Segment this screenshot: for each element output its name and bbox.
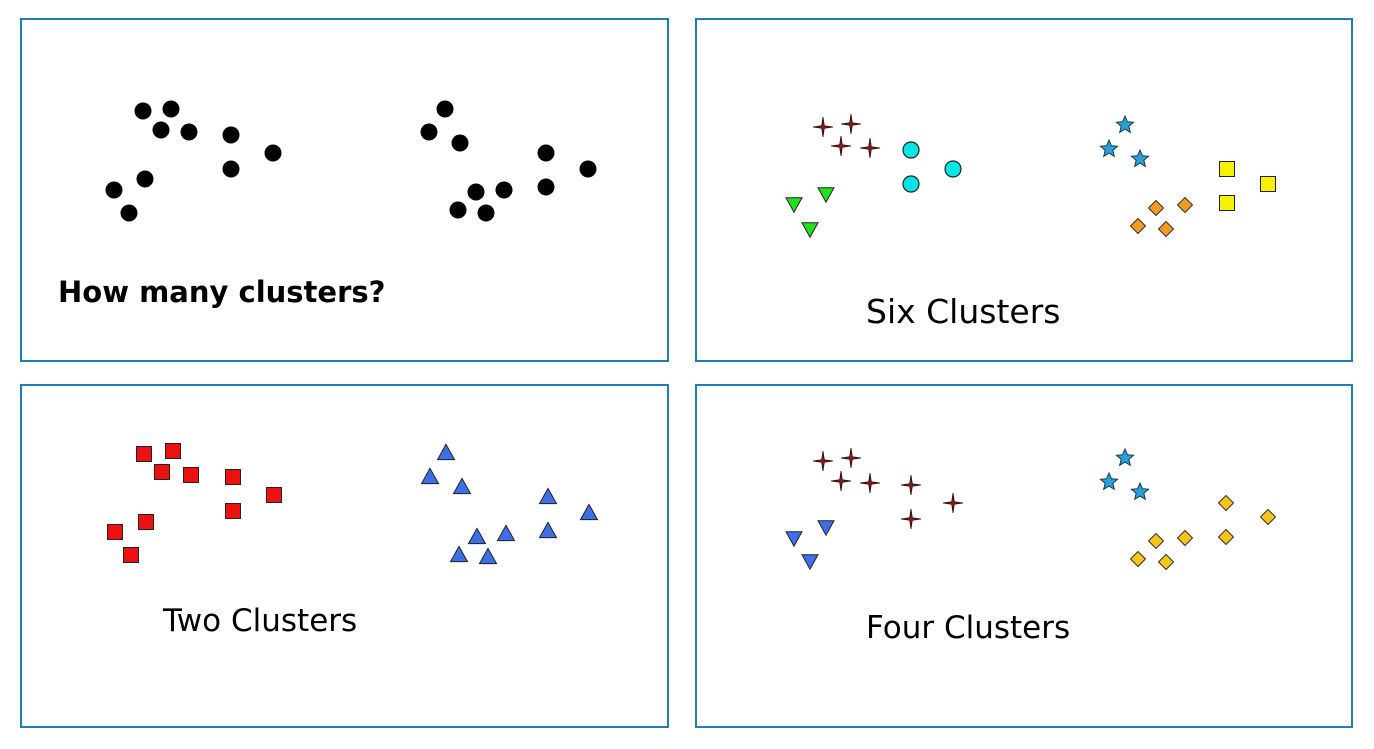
cluster-star-marker	[1130, 481, 1150, 501]
data-point-dot	[162, 100, 180, 118]
cluster-up-triangle-marker	[496, 524, 516, 542]
cluster-up-triangle-marker	[420, 467, 440, 485]
data-point-dot	[495, 181, 513, 199]
four-clusters-plot	[785, 447, 1277, 571]
two-clusters-panel: Two Clusters	[20, 384, 669, 728]
cluster-diamond-marker	[1129, 550, 1147, 568]
cluster-square-marker	[1219, 195, 1235, 211]
cluster-star-marker	[1099, 138, 1119, 158]
cluster-diamond-marker	[1147, 532, 1165, 550]
six-clusters-caption: Six Clusters	[866, 292, 1061, 331]
cluster-circle-marker	[944, 160, 962, 178]
cluster-diamond-marker	[1176, 196, 1194, 214]
cluster-up-triangle-marker	[452, 477, 472, 495]
cluster-up-triangle-marker	[467, 527, 487, 545]
cluster-square-marker	[1260, 176, 1276, 192]
cluster-up-triangle-marker	[579, 503, 599, 521]
data-point-dot	[537, 178, 555, 196]
cluster-diamond-marker	[1129, 217, 1147, 235]
cluster-diamond-marker	[1217, 528, 1235, 546]
cluster-cross-marker	[830, 135, 852, 157]
cluster-cross-marker	[840, 447, 862, 469]
cluster-square-marker	[183, 467, 199, 483]
cluster-cross-marker	[859, 472, 881, 494]
cluster-square-marker	[123, 547, 139, 563]
cluster-square-marker	[136, 446, 152, 462]
cluster-star-marker	[1130, 148, 1150, 168]
six-clusters-plot	[785, 113, 1276, 239]
data-point-dot	[579, 160, 597, 178]
cluster-cross-marker	[830, 470, 852, 492]
data-point-dot	[477, 204, 495, 222]
cluster-star-marker	[1099, 471, 1119, 491]
data-point-dot	[449, 201, 467, 219]
cluster-square-marker	[154, 464, 170, 480]
cluster-square-marker	[165, 443, 181, 459]
cluster-diamond-marker	[1217, 494, 1235, 512]
data-point-dot	[120, 204, 138, 222]
cluster-down-triangle-marker	[801, 222, 819, 239]
unlabeled-points-plot	[105, 100, 597, 222]
cluster-circle-marker	[902, 175, 920, 193]
cluster-up-triangle-marker	[449, 545, 469, 563]
cluster-square-marker	[225, 469, 241, 485]
cluster-up-triangle-marker	[478, 547, 498, 565]
cluster-cross-marker	[900, 474, 922, 496]
cluster-cross-marker	[859, 137, 881, 159]
cluster-down-triangle-marker	[817, 520, 835, 537]
cluster-up-triangle-marker	[436, 443, 456, 461]
four-clusters-caption: Four Clusters	[866, 610, 1071, 646]
cluster-cross-marker	[812, 116, 834, 138]
cluster-diamond-marker	[1147, 199, 1165, 217]
cluster-up-triangle-marker	[538, 487, 558, 505]
data-point-dot	[222, 160, 240, 178]
cluster-down-triangle-marker	[801, 554, 819, 571]
data-point-dot	[180, 123, 198, 141]
data-point-dot	[467, 183, 485, 201]
question-caption: How many clusters?	[58, 275, 386, 309]
cluster-circle-marker	[902, 141, 920, 159]
data-point-dot	[152, 121, 170, 139]
question-panel: How many clusters?	[20, 18, 669, 362]
cluster-square-marker	[1219, 161, 1235, 177]
six-clusters-panel: Six Clusters	[695, 18, 1353, 362]
cluster-cross-marker	[942, 492, 964, 514]
data-point-dot	[134, 102, 152, 120]
two-clusters-caption: Two Clusters	[163, 603, 358, 639]
data-point-dot	[436, 100, 454, 118]
cluster-diamond-marker	[1157, 220, 1175, 238]
cluster-square-marker	[107, 524, 123, 540]
data-point-dot	[420, 123, 438, 141]
cluster-cross-marker	[900, 508, 922, 530]
cluster-down-triangle-marker	[785, 197, 803, 214]
cluster-star-marker	[1115, 447, 1135, 467]
data-point-dot	[537, 144, 555, 162]
cluster-square-marker	[225, 503, 241, 519]
cluster-down-triangle-marker	[817, 187, 835, 204]
cluster-star-marker	[1115, 114, 1135, 134]
data-point-dot	[451, 134, 469, 152]
cluster-up-triangle-marker	[538, 521, 558, 539]
cluster-diamond-marker	[1157, 553, 1175, 571]
cluster-cross-marker	[840, 113, 862, 135]
cluster-square-marker	[138, 514, 154, 530]
data-point-dot	[264, 144, 282, 162]
data-point-dot	[136, 170, 154, 188]
cluster-down-triangle-marker	[785, 531, 803, 548]
cluster-square-marker	[266, 487, 282, 503]
four-clusters-panel: Four Clusters	[695, 384, 1353, 728]
data-point-dot	[222, 126, 240, 144]
two-clusters-plot	[107, 443, 599, 565]
data-point-dot	[105, 181, 123, 199]
cluster-diamond-marker	[1259, 508, 1277, 526]
cluster-cross-marker	[812, 450, 834, 472]
cluster-diamond-marker	[1176, 529, 1194, 547]
